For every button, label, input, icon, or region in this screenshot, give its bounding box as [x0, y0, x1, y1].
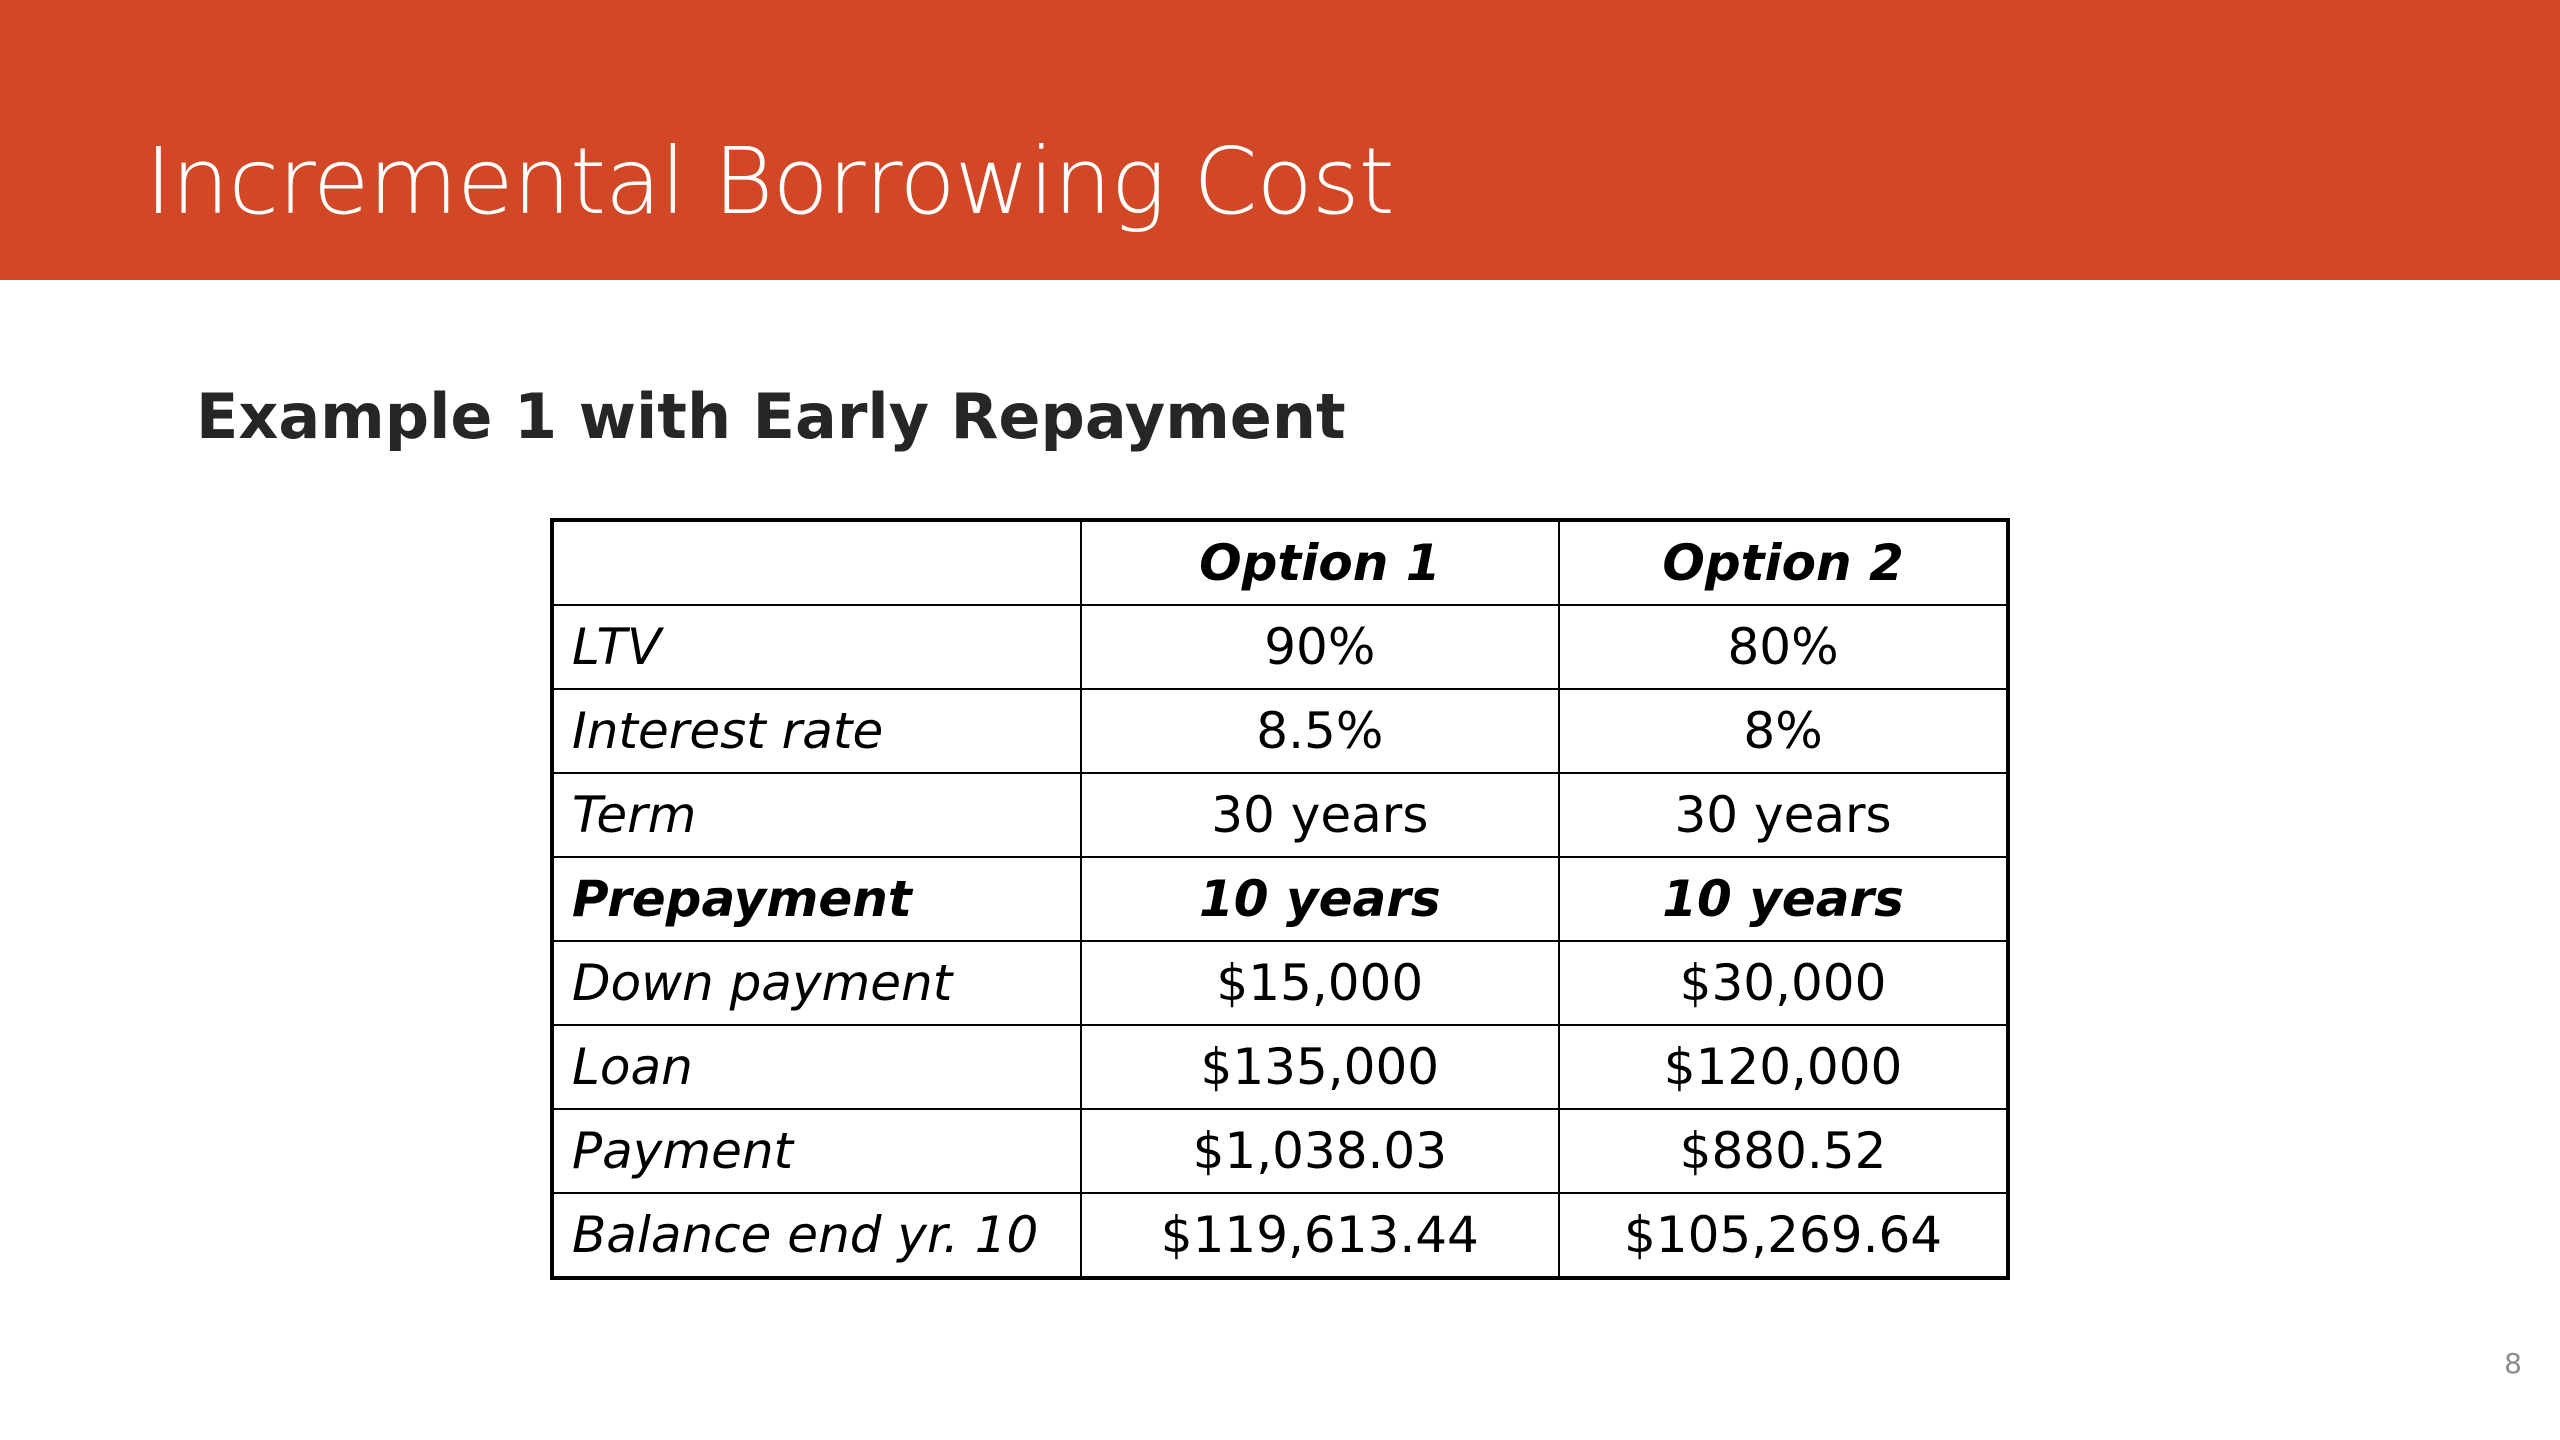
option-1-value: $119,613.44 [1079, 1192, 1561, 1279]
option-1-value: 10 years [1079, 856, 1561, 942]
option-2-value: $105,269.64 [1558, 1192, 2009, 1279]
option-1-value: $1,038.03 [1079, 1108, 1561, 1194]
option-2-value: 30 years [1558, 772, 2009, 858]
table-row-down-payment: Down payment $15,000 $30,000 [551, 940, 2009, 1026]
table-header-option-1: Option 1 [1079, 519, 1561, 606]
table-row-payment: Payment $1,038.03 $880.52 [551, 1108, 2009, 1194]
option-2-value: 8% [1558, 688, 2009, 774]
row-label: Down payment [551, 940, 1082, 1026]
row-label: Interest rate [551, 688, 1082, 774]
option-2-value: 10 years [1558, 856, 2009, 942]
page-number: 8 [2504, 1347, 2522, 1380]
table-header-corner [551, 519, 1082, 606]
table-header-option-2: Option 2 [1558, 519, 2009, 606]
table-row-term: Term 30 years 30 years [551, 772, 2009, 858]
row-label: LTV [551, 604, 1082, 690]
table-row-ltv: LTV 90% 80% [551, 604, 2009, 690]
row-label: Payment [551, 1108, 1082, 1194]
option-1-value: 30 years [1079, 772, 1561, 858]
table-row-loan: Loan $135,000 $120,000 [551, 1024, 2009, 1110]
table-header-row: Option 1 Option 2 [551, 519, 2009, 606]
row-label: Balance end yr. 10 [551, 1192, 1082, 1279]
option-2-value: $30,000 [1558, 940, 2009, 1026]
row-label: Loan [551, 1024, 1082, 1110]
comparison-table: Option 1 Option 2 LTV 90% 80% Interest r… [550, 518, 2010, 1280]
option-1-value: $135,000 [1079, 1024, 1561, 1110]
option-2-value: $120,000 [1558, 1024, 2009, 1110]
slide-title: Incremental Borrowing Cost [145, 128, 1395, 235]
title-bar: Incremental Borrowing Cost [0, 0, 2560, 280]
table-row-interest-rate: Interest rate 8.5% 8% [551, 688, 2009, 774]
option-2-value: 80% [1558, 604, 2009, 690]
option-1-value: 90% [1079, 604, 1561, 690]
table-row-balance: Balance end yr. 10 $119,613.44 $105,269.… [551, 1192, 2009, 1279]
slide-subtitle: Example 1 with Early Repayment [196, 380, 1346, 453]
table-row-prepayment: Prepayment 10 years 10 years [551, 856, 2009, 942]
option-2-value: $880.52 [1558, 1108, 2009, 1194]
option-1-value: 8.5% [1079, 688, 1561, 774]
row-label: Prepayment [551, 856, 1082, 942]
row-label: Term [551, 772, 1082, 858]
option-1-value: $15,000 [1079, 940, 1561, 1026]
